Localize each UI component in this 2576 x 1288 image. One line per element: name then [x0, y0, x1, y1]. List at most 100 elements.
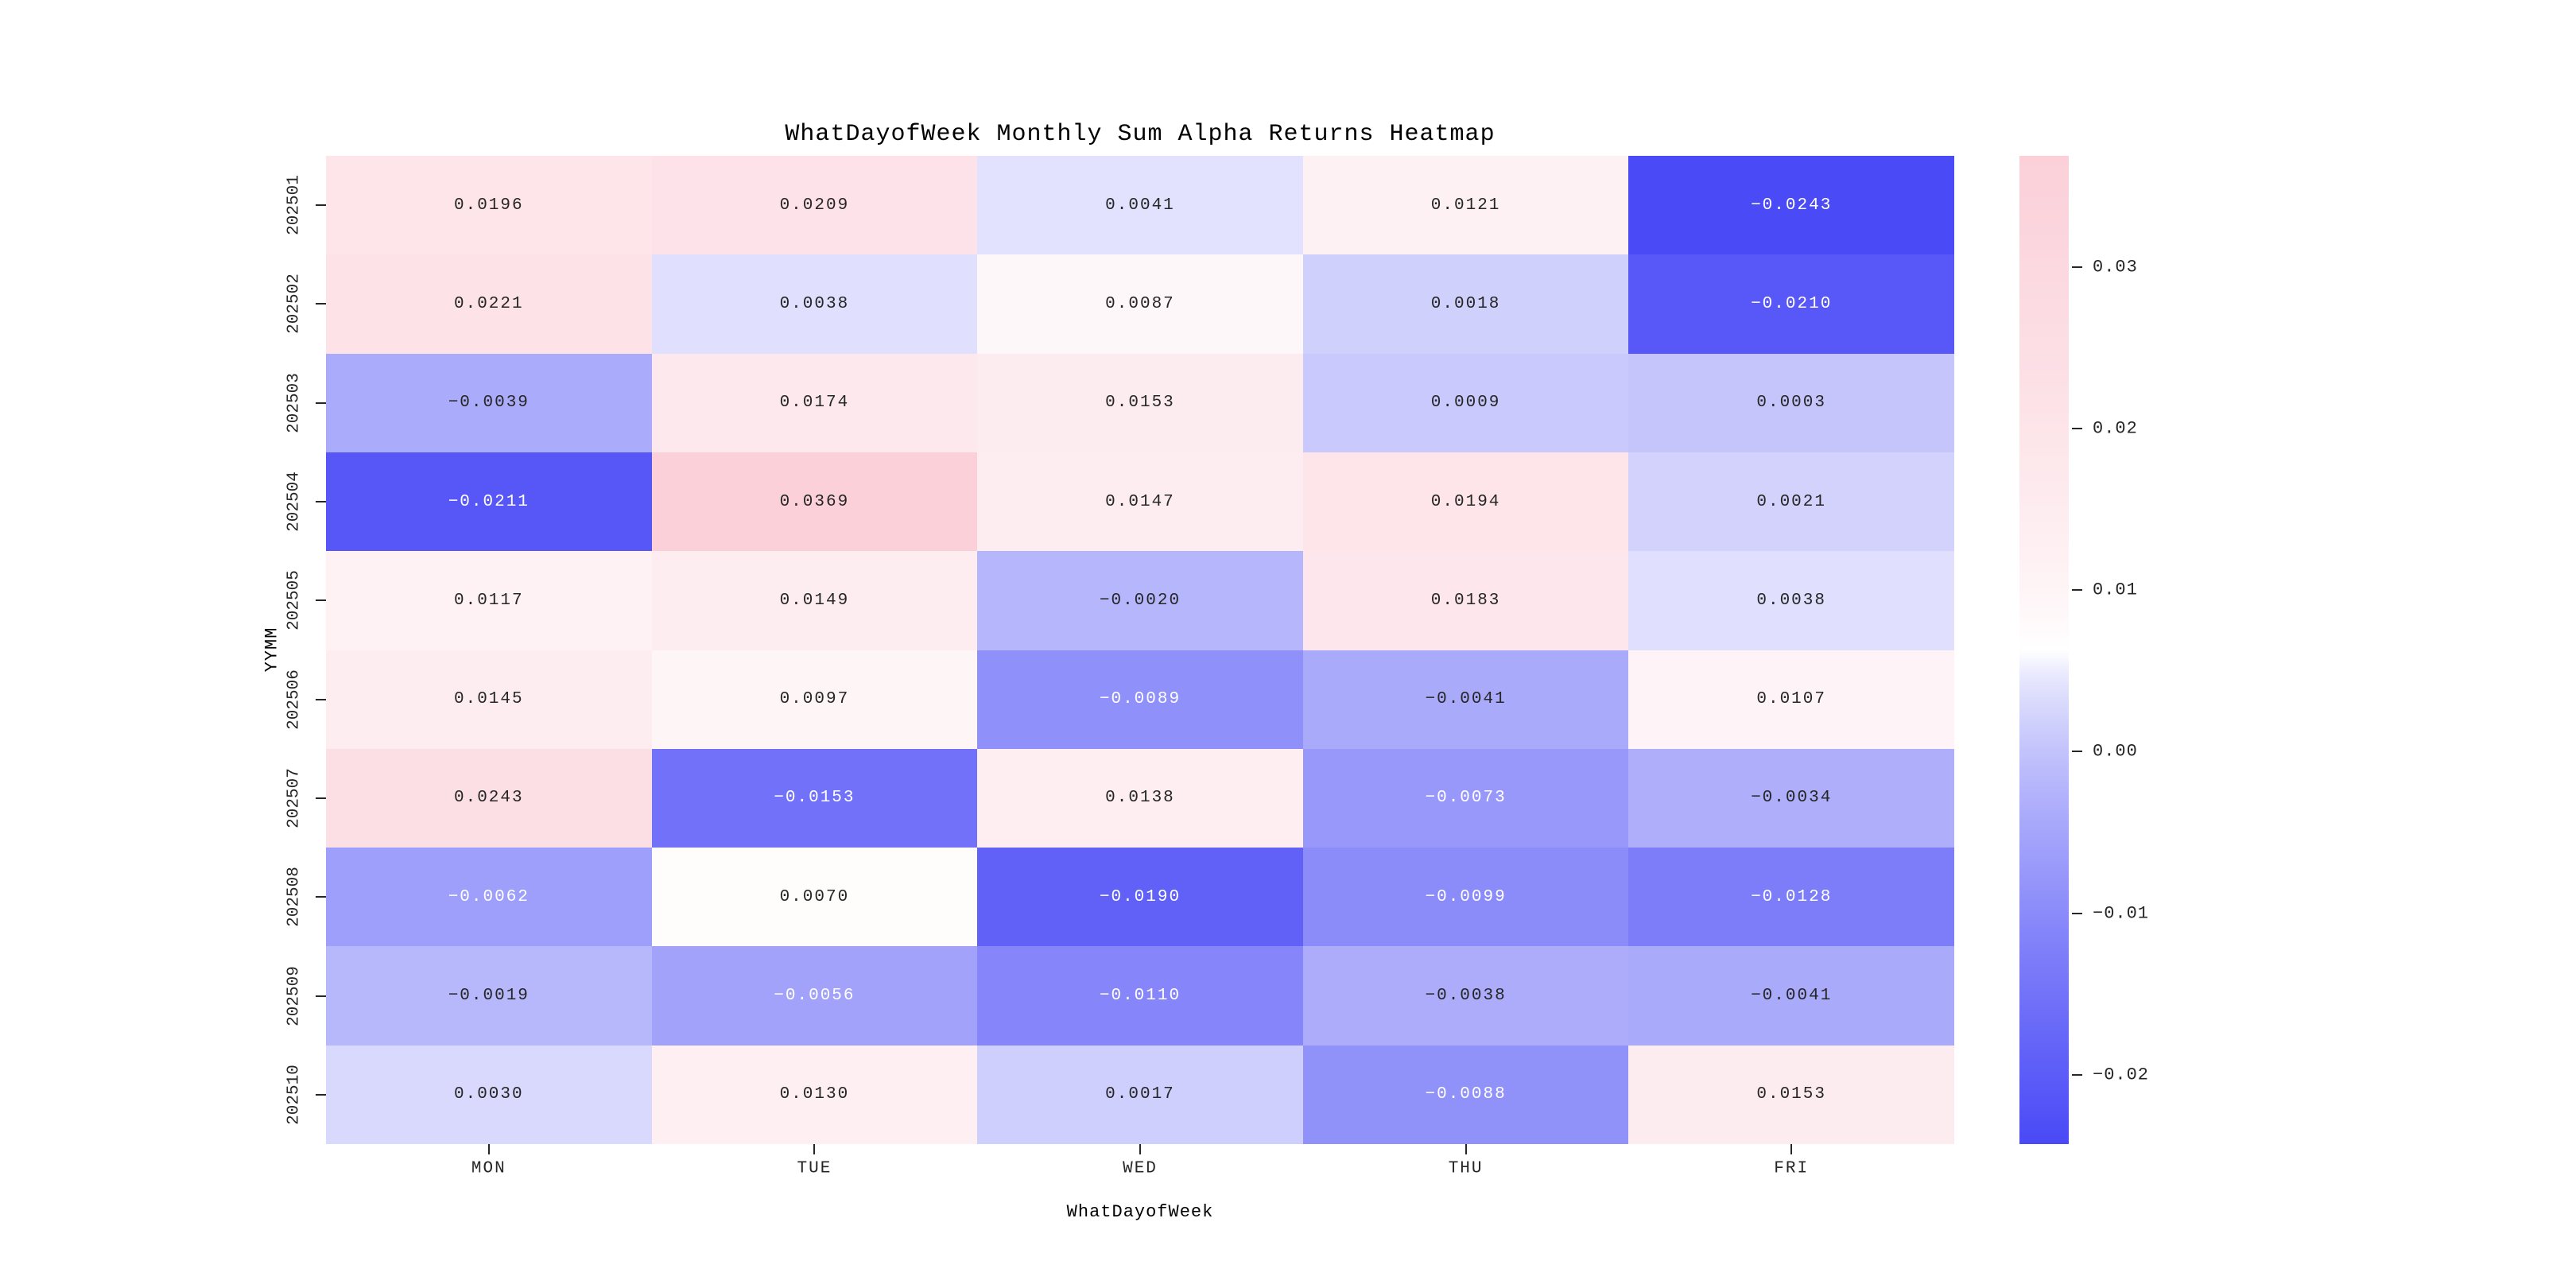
- heatmap-cell: 0.0243: [326, 748, 652, 848]
- heatmap-cell: −0.0128: [1628, 848, 1954, 947]
- heatmap-cell: −0.0056: [651, 946, 978, 1046]
- cell-value: −0.0110: [1099, 987, 1181, 1006]
- y-tick-mark: [316, 698, 326, 700]
- cell-value: −0.0128: [1751, 887, 1833, 906]
- y-tick-mark: [316, 501, 326, 503]
- heatmap-cell: −0.0099: [1302, 848, 1629, 947]
- cell-value: −0.0073: [1425, 789, 1507, 808]
- heatmap-cell: −0.0088: [1302, 1045, 1629, 1144]
- heatmap-cell: 0.0117: [326, 551, 652, 650]
- heatmap-plot-area: 0.0196 0.0209 0.0041 0.0121 −0.0243 0.0221 0.0…: [326, 156, 1954, 1144]
- colorbar: [2019, 156, 2069, 1144]
- heatmap-cell: 0.0087: [977, 254, 1303, 354]
- colorbar-tick-label: 0.03: [2093, 257, 2138, 277]
- cell-value: 0.0196: [453, 196, 524, 215]
- heatmap-cell: 0.0038: [1628, 551, 1954, 650]
- cell-value: 0.0130: [779, 1085, 850, 1104]
- cell-value: 0.0021: [1756, 492, 1826, 511]
- colorbar-tick-label: 0.02: [2093, 418, 2138, 439]
- heatmap-cell: 0.0153: [1628, 1045, 1954, 1144]
- x-tick-mark: [1139, 1144, 1141, 1154]
- cell-value: 0.0153: [1105, 394, 1175, 413]
- cell-value: 0.0018: [1430, 294, 1501, 313]
- cell-value: 0.0107: [1756, 690, 1826, 709]
- y-tick-label: 202504: [285, 471, 304, 532]
- cell-value: −0.0041: [1425, 690, 1507, 709]
- heatmap-cell: 0.0138: [977, 748, 1303, 848]
- chart-title: WhatDayofWeek Monthly Sum Alpha Returns …: [785, 121, 1496, 148]
- colorbar-tick-label: 0.00: [2093, 741, 2138, 762]
- heatmap-cell: 0.0009: [1302, 353, 1629, 452]
- heatmap-cell: −0.0073: [1302, 748, 1629, 848]
- cell-value: 0.0149: [779, 591, 850, 610]
- y-tick-label: 202506: [285, 669, 304, 730]
- cell-value: 0.0153: [1756, 1085, 1826, 1104]
- cell-value: 0.0009: [1430, 394, 1501, 413]
- heatmap-cell: 0.0149: [651, 551, 978, 650]
- cell-value: −0.0056: [774, 987, 855, 1006]
- cell-value: 0.0070: [779, 887, 850, 906]
- heatmap-cell: −0.0062: [326, 848, 652, 947]
- y-tick-mark: [316, 995, 326, 997]
- cell-value: 0.0243: [453, 789, 524, 808]
- cell-value: 0.0209: [779, 196, 850, 215]
- cell-value: −0.0089: [1099, 690, 1181, 709]
- y-tick-label: 202510: [285, 1065, 304, 1125]
- heatmap-cell: 0.0145: [326, 650, 652, 749]
- heatmap-cell: −0.0110: [977, 946, 1303, 1046]
- heatmap-cell: 0.0369: [651, 452, 978, 552]
- heatmap-cell: 0.0017: [977, 1045, 1303, 1144]
- heatmap-cell: −0.0020: [977, 551, 1303, 650]
- y-tick-label: 202501: [285, 175, 304, 235]
- heatmap-cell: 0.0147: [977, 452, 1303, 552]
- cell-value: −0.0034: [1751, 789, 1833, 808]
- colorbar-tick-label: 0.01: [2093, 580, 2138, 600]
- cell-value: 0.0041: [1105, 196, 1175, 215]
- colorbar-tick-mark: [2072, 428, 2082, 430]
- y-tick-label: 202507: [285, 768, 304, 828]
- cell-value: 0.0147: [1105, 492, 1175, 511]
- cell-value: 0.0003: [1756, 394, 1826, 413]
- y-tick-label: 202505: [285, 570, 304, 631]
- cell-value: 0.0097: [779, 690, 850, 709]
- y-tick-mark: [316, 204, 326, 207]
- cell-value: 0.0369: [779, 492, 850, 511]
- cell-value: 0.0194: [1430, 492, 1501, 511]
- heatmap-cell: 0.0107: [1628, 650, 1954, 749]
- heatmap-cell: 0.0221: [326, 254, 652, 354]
- heatmap-cell: 0.0070: [651, 848, 978, 947]
- cell-value: −0.0088: [1425, 1085, 1507, 1104]
- y-tick-label: 202502: [285, 274, 304, 335]
- x-tick-label: MON: [471, 1159, 506, 1178]
- cell-value: 0.0117: [453, 591, 524, 610]
- cell-value: 0.0087: [1105, 294, 1175, 313]
- heatmap-cell: 0.0153: [977, 353, 1303, 452]
- cell-value: 0.0183: [1430, 591, 1501, 610]
- colorbar-tick-mark: [2072, 589, 2082, 592]
- cell-value: −0.0099: [1425, 887, 1507, 906]
- cell-value: 0.0145: [453, 690, 524, 709]
- heatmap-cell: −0.0041: [1302, 650, 1629, 749]
- cell-value: 0.0038: [1756, 591, 1826, 610]
- cell-value: −0.0038: [1425, 987, 1507, 1006]
- cell-value: 0.0174: [779, 394, 850, 413]
- x-tick-label: TUE: [797, 1159, 832, 1178]
- x-tick-label: FRI: [1774, 1159, 1810, 1178]
- x-tick-mark: [1465, 1144, 1467, 1154]
- heatmap-cell: −0.0041: [1628, 946, 1954, 1046]
- heatmap-cell: −0.0019: [326, 946, 652, 1046]
- heatmap-cell: 0.0003: [1628, 353, 1954, 452]
- heatmap-cell: 0.0041: [977, 156, 1303, 255]
- x-tick-mark: [487, 1144, 490, 1154]
- heatmap-cell: −0.0153: [651, 748, 978, 848]
- heatmap-cell: −0.0243: [1628, 156, 1954, 255]
- cell-value: 0.0221: [453, 294, 524, 313]
- heatmap-cell: 0.0130: [651, 1045, 978, 1144]
- cell-value: −0.0210: [1751, 294, 1833, 313]
- heatmap-cell: −0.0211: [326, 452, 652, 552]
- heatmap-cell: 0.0196: [326, 156, 652, 255]
- colorbar-tick-mark: [2072, 1073, 2082, 1076]
- heatmap-cell: 0.0030: [326, 1045, 652, 1144]
- cell-value: −0.0041: [1751, 987, 1833, 1006]
- cell-value: −0.0039: [448, 394, 530, 413]
